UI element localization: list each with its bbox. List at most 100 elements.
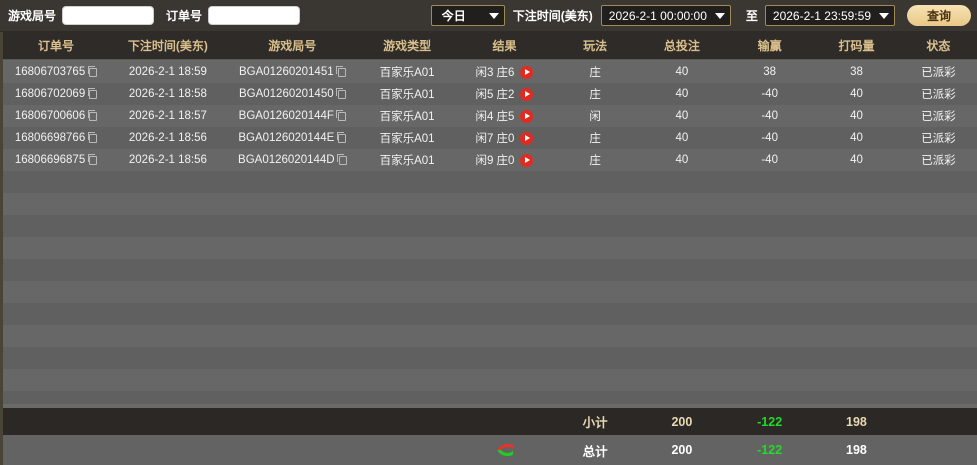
chevron-down-icon bbox=[879, 12, 889, 19]
total-refresh-cell bbox=[456, 443, 552, 457]
result-text: 闲3 庄6 bbox=[475, 67, 515, 79]
cell-game-type: 百家乐A01 bbox=[379, 133, 435, 145]
subtotal-turnover: 198 bbox=[846, 414, 867, 429]
table-row[interactable]: 16806702069 2026-2-1 18:58 BGA01260201450 百… bbox=[3, 83, 977, 105]
copy-icon[interactable] bbox=[87, 110, 98, 121]
cell-round-no: BGA0126020144F bbox=[227, 110, 358, 122]
cell-win-lose: 38 bbox=[763, 66, 777, 78]
period-select-value: 今日 bbox=[441, 9, 466, 23]
table-row[interactable]: 16806700606 2026-2-1 18:57 BGA0126020144F 百… bbox=[3, 105, 977, 127]
col-header-play-type[interactable]: 玩法 bbox=[583, 39, 608, 53]
cell-total-bet: 40 bbox=[675, 110, 689, 122]
table-row-empty bbox=[3, 259, 977, 281]
col-header-bet-time[interactable]: 下注时间(美东) bbox=[127, 39, 208, 53]
play-icon[interactable] bbox=[520, 109, 534, 123]
table-row[interactable]: 16806698766 2026-2-1 18:56 BGA0126020144E 百… bbox=[3, 127, 977, 149]
cell-turnover: 40 bbox=[850, 154, 863, 166]
refresh-icon-arc-bottom bbox=[496, 450, 513, 457]
search-button[interactable]: 查询 bbox=[907, 5, 971, 26]
col-header-round-no[interactable]: 游戏局号 bbox=[268, 39, 317, 53]
chevron-down-icon bbox=[488, 12, 499, 19]
round-no-text: BGA01260201450 bbox=[238, 88, 334, 100]
order-no-text: 16806703765 bbox=[14, 66, 86, 78]
cell-bet-time: 2026-2-1 18:56 bbox=[128, 132, 207, 144]
play-icon[interactable] bbox=[520, 131, 534, 145]
table-row-empty bbox=[3, 303, 977, 325]
copy-icon[interactable] bbox=[336, 88, 346, 99]
cell-play-type: 庄 bbox=[589, 155, 601, 167]
col-header-status[interactable]: 状态 bbox=[926, 39, 951, 53]
play-icon[interactable] bbox=[520, 87, 534, 101]
cell-order-no: 16806696875 bbox=[3, 154, 109, 166]
play-icon[interactable] bbox=[520, 153, 534, 167]
date-from-select[interactable]: 2026-2-1 00:00:00 bbox=[600, 5, 731, 26]
copy-icon[interactable] bbox=[336, 132, 347, 143]
cell-result: 闲5 庄2 bbox=[456, 86, 552, 102]
col-header-win-lose[interactable]: 输赢 bbox=[757, 39, 782, 53]
table-row-empty bbox=[3, 369, 977, 391]
cell-status: 已派彩 bbox=[921, 155, 956, 167]
cell-status: 已派彩 bbox=[921, 111, 956, 123]
subtotal-row: 小计 200 -122 198 bbox=[3, 408, 977, 435]
game-round-label: 游戏局号 bbox=[8, 9, 57, 23]
order-no-label: 订单号 bbox=[166, 9, 203, 23]
cell-result: 闲9 庄0 bbox=[456, 152, 552, 168]
col-header-game-type[interactable]: 游戏类型 bbox=[383, 39, 432, 53]
cell-play-type: 庄 bbox=[589, 89, 601, 101]
cell-total-bet: 40 bbox=[675, 132, 689, 144]
cell-order-no: 16806703765 bbox=[3, 66, 109, 78]
cell-result: 闲4 庄5 bbox=[456, 108, 552, 124]
game-round-input[interactable] bbox=[62, 6, 155, 25]
copy-icon[interactable] bbox=[87, 88, 98, 99]
cell-bet-time: 2026-2-1 18:57 bbox=[128, 110, 207, 122]
bet-time-label: 下注时间(美东) bbox=[512, 9, 593, 23]
table-row-empty bbox=[3, 237, 977, 259]
table-row-empty bbox=[3, 215, 977, 237]
cell-game-type: 百家乐A01 bbox=[379, 111, 435, 123]
table-row[interactable]: 16806696875 2026-2-1 18:56 BGA0126020144D 百… bbox=[3, 149, 977, 171]
order-no-text: 16806700606 bbox=[14, 110, 86, 122]
round-no-text: BGA0126020144F bbox=[238, 110, 334, 122]
total-win-lose: -122 bbox=[757, 443, 783, 457]
cell-order-no: 16806702069 bbox=[3, 88, 109, 100]
date-to-select[interactable]: 2026-2-1 23:59:59 bbox=[764, 5, 895, 26]
copy-icon[interactable] bbox=[337, 154, 347, 165]
cell-win-lose: -40 bbox=[761, 154, 778, 166]
copy-icon[interactable] bbox=[336, 110, 346, 121]
refresh-icon[interactable] bbox=[496, 443, 513, 457]
cell-game-type: 百家乐A01 bbox=[379, 89, 435, 101]
col-header-result[interactable]: 结果 bbox=[492, 39, 517, 53]
total-turnover: 198 bbox=[846, 443, 867, 457]
total-total-bet: 200 bbox=[671, 443, 693, 457]
result-text: 闲4 庄5 bbox=[475, 111, 515, 123]
cell-order-no: 16806700606 bbox=[3, 110, 109, 122]
table-header-row: 订单号 下注时间(美东) 游戏局号 游戏类型 结果 玩法 总投注 输赢 打码量 … bbox=[3, 32, 977, 60]
col-header-turnover[interactable]: 打码量 bbox=[838, 39, 875, 53]
col-header-order-no[interactable]: 订单号 bbox=[38, 39, 75, 53]
col-header-total-bet[interactable]: 总投注 bbox=[663, 39, 700, 53]
order-no-text: 16806696875 bbox=[14, 154, 86, 166]
copy-icon[interactable] bbox=[336, 66, 346, 77]
play-icon[interactable] bbox=[520, 65, 534, 79]
cell-game-type: 百家乐A01 bbox=[379, 67, 435, 79]
cell-play-type: 闲 bbox=[589, 111, 601, 123]
period-select[interactable]: 今日 bbox=[430, 5, 505, 26]
filter-toolbar: 游戏局号 订单号 今日 下注时间(美东) 2026-2-1 00:00:00 至… bbox=[0, 0, 977, 32]
copy-icon[interactable] bbox=[87, 66, 98, 77]
order-no-input[interactable] bbox=[208, 6, 301, 25]
date-to-value: 2026-2-1 23:59:59 bbox=[772, 8, 871, 23]
subtotal-win-lose: -122 bbox=[757, 414, 783, 429]
cell-total-bet: 40 bbox=[675, 154, 689, 166]
cell-turnover: 40 bbox=[850, 132, 863, 144]
cell-order-no: 16806698766 bbox=[3, 132, 109, 144]
chevron-down-icon bbox=[714, 12, 725, 19]
result-text: 闲5 庄2 bbox=[475, 89, 515, 101]
table-row-empty bbox=[3, 171, 977, 193]
cell-round-no: BGA0126020144D bbox=[227, 154, 358, 166]
table-row-empty bbox=[3, 325, 977, 347]
date-from-value: 2026-2-1 00:00:00 bbox=[608, 8, 707, 23]
copy-icon[interactable] bbox=[87, 132, 98, 143]
table-footer: 小计 200 -122 198 总计 200 -122 198 bbox=[3, 404, 977, 465]
copy-icon[interactable] bbox=[87, 154, 98, 165]
table-row[interactable]: 16806703765 2026-2-1 18:59 BGA01260201451 百… bbox=[3, 61, 977, 83]
